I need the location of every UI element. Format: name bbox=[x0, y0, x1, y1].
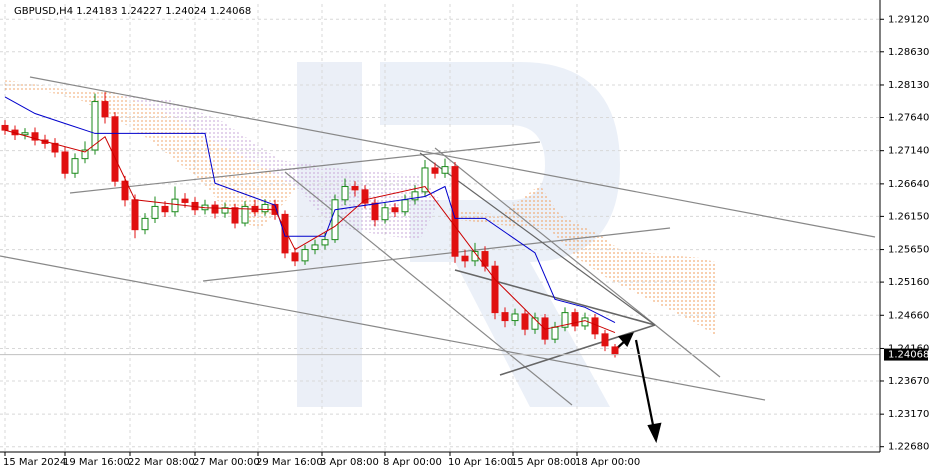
candle-body bbox=[381, 207, 389, 221]
candle-body bbox=[81, 149, 89, 160]
candle-body bbox=[211, 204, 219, 214]
candle-body bbox=[321, 239, 329, 246]
x-tick-label: 29 Mar 16:00 bbox=[256, 457, 323, 468]
indicator-line bbox=[4, 129, 616, 333]
candle-body bbox=[281, 213, 289, 254]
y-tick-label: 1.27640 bbox=[888, 112, 929, 123]
y-tick-label: 1.25160 bbox=[888, 277, 929, 288]
candle-body bbox=[411, 191, 419, 201]
axes: 1.29120 1.28630 1.28130 1.27640 1.27140 1.266… bbox=[3, 14, 929, 468]
x-tick-label: 19 Mar 16:00 bbox=[63, 457, 130, 468]
candle-body bbox=[291, 252, 299, 262]
y-tick-label: 1.28630 bbox=[888, 47, 929, 58]
candle-body bbox=[561, 312, 569, 328]
y-tick-label: 1.24660 bbox=[888, 310, 929, 321]
y-tick-label: 1.29120 bbox=[888, 14, 929, 25]
x-tick-label: 8 Apr 00:00 bbox=[383, 457, 442, 468]
candle-body bbox=[551, 326, 559, 340]
grid bbox=[0, 4, 880, 452]
candle-body bbox=[521, 313, 529, 330]
candle-body bbox=[181, 198, 189, 203]
candle-body bbox=[21, 132, 29, 136]
candle-body bbox=[391, 207, 399, 213]
watermark bbox=[297, 62, 620, 407]
candle-body bbox=[611, 346, 619, 356]
y-tick-label: 1.26150 bbox=[888, 211, 929, 222]
candle-body bbox=[491, 265, 499, 314]
candle-body bbox=[91, 101, 99, 151]
candle-body bbox=[171, 198, 179, 213]
candle-body bbox=[461, 255, 469, 262]
last-price-label: 1.24068 bbox=[888, 350, 929, 361]
forecast-arrows bbox=[614, 332, 662, 444]
x-tick-label: 10 Apr 16:00 bbox=[448, 457, 513, 468]
y-tick-label: 1.22680 bbox=[888, 442, 929, 453]
candle-body bbox=[441, 166, 449, 174]
candle-body bbox=[351, 186, 359, 191]
candle-body bbox=[231, 207, 239, 224]
y-tick-label: 1.27140 bbox=[888, 146, 929, 157]
candle-body bbox=[141, 217, 149, 231]
y-tick-label: 1.26640 bbox=[888, 179, 929, 190]
candle-body bbox=[121, 180, 129, 201]
candle-body bbox=[311, 244, 319, 251]
x-tick-label: 22 Mar 08:00 bbox=[128, 457, 195, 468]
candle-body bbox=[261, 203, 269, 213]
candle-body bbox=[221, 207, 229, 214]
price-axis-bg bbox=[880, 0, 931, 472]
candle-body bbox=[371, 202, 379, 221]
candle-body bbox=[401, 199, 409, 213]
candle-body bbox=[51, 142, 59, 153]
y-tick-label: 1.23170 bbox=[888, 409, 929, 420]
last-price-box bbox=[884, 348, 928, 361]
candle-body bbox=[101, 101, 109, 118]
y-tick-label: 1.28130 bbox=[888, 80, 929, 91]
candle-body bbox=[111, 116, 119, 182]
candle-body bbox=[301, 249, 309, 262]
candle-body bbox=[71, 158, 79, 174]
candle-body bbox=[451, 166, 459, 257]
candle-body bbox=[131, 199, 139, 231]
candle-body bbox=[511, 313, 519, 322]
trend-lines bbox=[0, 76, 876, 406]
x-tick-label: 15 Apr 08:00 bbox=[511, 457, 576, 468]
candle-body bbox=[61, 151, 69, 174]
candle-body bbox=[151, 205, 159, 219]
y-tick-label: 1.25650 bbox=[888, 245, 929, 256]
chart-title: GBPUSD,H4 1.24183 1.24227 1.24024 1.2406… bbox=[14, 6, 251, 17]
x-tick-label: 15 Mar 2024 bbox=[3, 457, 66, 468]
plot bbox=[0, 92, 880, 358]
x-tick-label: 18 Apr 00:00 bbox=[575, 457, 640, 468]
candle-body bbox=[601, 333, 609, 347]
candle-body bbox=[1, 124, 9, 131]
candle-body bbox=[501, 312, 509, 322]
candle-body bbox=[161, 205, 169, 213]
candle-body bbox=[531, 317, 539, 330]
candle-body bbox=[421, 167, 429, 193]
y-tick-label: 1.23670 bbox=[888, 376, 929, 387]
candle-body bbox=[241, 205, 249, 224]
candle-body bbox=[331, 199, 339, 241]
candle-body bbox=[31, 132, 39, 141]
candle-body bbox=[431, 167, 439, 174]
candle-body bbox=[571, 312, 579, 327]
x-tick-label: 3 Apr 08:00 bbox=[320, 457, 379, 468]
candle-body bbox=[341, 186, 349, 201]
x-tick-label: 27 Mar 00:00 bbox=[193, 457, 260, 468]
candle-body bbox=[361, 189, 369, 204]
indicator-line bbox=[4, 96, 616, 324]
